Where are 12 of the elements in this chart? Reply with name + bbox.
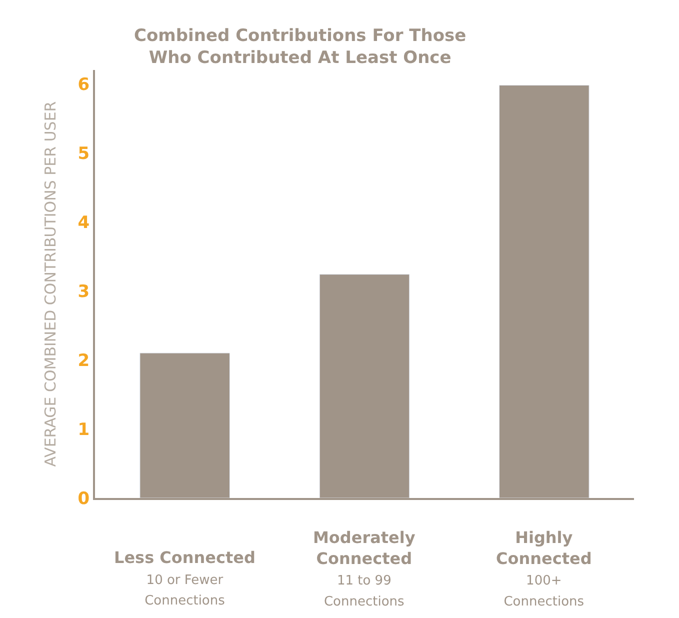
y-tick-label: 5 (78, 144, 90, 164)
y-tick-label: 1 (78, 420, 90, 440)
x-tick-label: Highly Connected 100+ Connections (496, 528, 592, 610)
y-tick-label: 6 (78, 74, 90, 95)
y-tick-label: 0 (78, 488, 90, 509)
x-tick-label: Less Connected 10 or Fewer Connections (114, 548, 256, 609)
chart-title: Combined Contributions For Those Who Contributed At Least Once (134, 26, 466, 68)
y-tick-label: 4 (78, 212, 90, 233)
y-tick-label: 3 (78, 282, 90, 302)
y-tick-label: 2 (78, 350, 90, 371)
x-tick-label: Moderately Connected 11 to 99 Connections (313, 528, 416, 610)
y-axis-title: AVERAGE COMBINED CONTRIBUTIONS PER USER (42, 101, 60, 467)
